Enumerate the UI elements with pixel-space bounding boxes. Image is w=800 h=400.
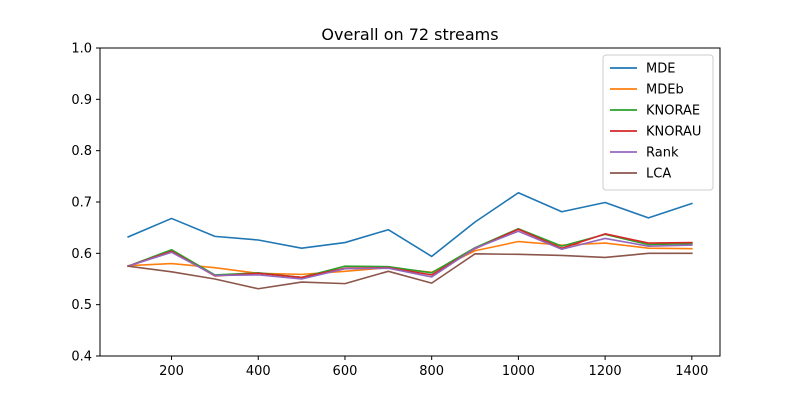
legend-label-knorau: KNORAU: [646, 125, 701, 140]
x-tick-label: 600: [333, 364, 358, 379]
legend-label-lca: LCA: [646, 167, 671, 182]
x-axis: 200 400 600 800 1000 1200 1400: [159, 356, 708, 379]
y-tick-label: 0.7: [71, 196, 92, 211]
y-tick-label: 0.4: [71, 350, 92, 365]
legend-label-knorae: KNORAE: [646, 104, 700, 119]
x-tick-label: 200: [159, 364, 184, 379]
y-tick-label: 1.0: [71, 42, 92, 57]
series-layer: [127, 191, 693, 290]
legend: MDE MDEb KNORAE KNORAU Rank LCA: [602, 54, 714, 191]
legend-label-rank: Rank: [646, 146, 679, 161]
y-tick-label: 0.8: [71, 144, 92, 159]
x-tick-label: 1400: [675, 364, 708, 379]
x-tick-label: 400: [246, 364, 271, 379]
series-line-mde: [127, 191, 693, 258]
series-line-lca: [127, 252, 693, 290]
series-line-rank: [127, 230, 693, 280]
legend-label-mdeb: MDEb: [646, 83, 684, 98]
y-tick-label: 0.9: [71, 93, 92, 108]
x-tick-label: 800: [419, 364, 444, 379]
y-tick-label: 0.6: [71, 247, 92, 262]
chart-title: Overall on 72 streams: [321, 25, 498, 44]
y-axis: 0.4 0.5 0.6 0.7 0.8 0.9 1.0: [71, 42, 100, 365]
x-tick-label: 1000: [502, 364, 535, 379]
x-tick-label: 1200: [589, 364, 622, 379]
y-tick-label: 0.5: [71, 298, 92, 313]
legend-label-mde: MDE: [646, 62, 675, 77]
